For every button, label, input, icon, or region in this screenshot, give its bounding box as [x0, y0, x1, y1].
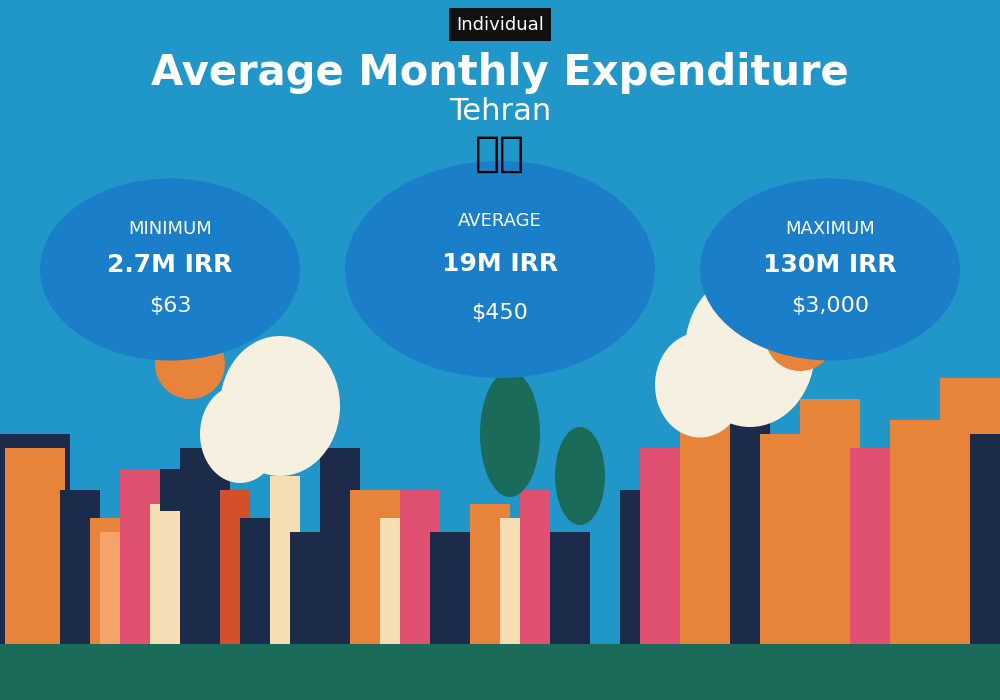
Ellipse shape: [765, 301, 835, 371]
Text: Individual: Individual: [456, 15, 544, 34]
Bar: [0, 644, 1000, 700]
Bar: [520, 490, 550, 644]
Bar: [800, 399, 860, 644]
Bar: [5, 448, 65, 644]
Bar: [620, 490, 650, 644]
Text: AVERAGE: AVERAGE: [458, 211, 542, 230]
Bar: [640, 448, 690, 644]
Bar: [290, 532, 320, 644]
Ellipse shape: [655, 332, 745, 438]
Text: 🇮🇷: 🇮🇷: [475, 133, 525, 175]
Bar: [90, 518, 140, 644]
Ellipse shape: [480, 371, 540, 497]
Bar: [270, 476, 300, 644]
Bar: [940, 378, 1000, 644]
Bar: [100, 532, 130, 644]
Bar: [0, 434, 70, 644]
Bar: [680, 420, 740, 644]
Bar: [180, 448, 230, 644]
Ellipse shape: [685, 273, 815, 427]
Bar: [350, 490, 400, 644]
Bar: [320, 448, 360, 644]
Text: 130M IRR: 130M IRR: [763, 253, 897, 277]
Bar: [970, 434, 1000, 644]
Bar: [150, 504, 190, 644]
Circle shape: [700, 178, 960, 360]
Ellipse shape: [155, 329, 225, 399]
Text: $3,000: $3,000: [791, 296, 869, 316]
Bar: [380, 518, 420, 644]
Bar: [760, 434, 810, 644]
Bar: [500, 518, 540, 644]
Circle shape: [40, 178, 300, 360]
Ellipse shape: [220, 336, 340, 476]
Bar: [430, 532, 480, 644]
Bar: [160, 469, 190, 511]
Text: MINIMUM: MINIMUM: [128, 220, 212, 237]
Bar: [220, 490, 250, 644]
Text: Tehran: Tehran: [449, 97, 551, 127]
Ellipse shape: [555, 427, 605, 525]
Text: Average Monthly Expenditure: Average Monthly Expenditure: [151, 52, 849, 94]
Text: 19M IRR: 19M IRR: [442, 252, 558, 276]
Text: MAXIMUM: MAXIMUM: [785, 220, 875, 237]
Bar: [120, 469, 160, 644]
Bar: [470, 504, 510, 644]
Bar: [240, 518, 280, 644]
Bar: [550, 532, 590, 644]
Bar: [850, 448, 900, 644]
Bar: [60, 490, 100, 644]
Ellipse shape: [200, 385, 280, 483]
Bar: [400, 490, 440, 644]
Circle shape: [345, 161, 655, 378]
Text: $63: $63: [149, 296, 191, 316]
Text: 2.7M IRR: 2.7M IRR: [107, 253, 233, 277]
Bar: [890, 420, 950, 644]
Bar: [730, 378, 770, 644]
Text: $450: $450: [472, 303, 528, 323]
